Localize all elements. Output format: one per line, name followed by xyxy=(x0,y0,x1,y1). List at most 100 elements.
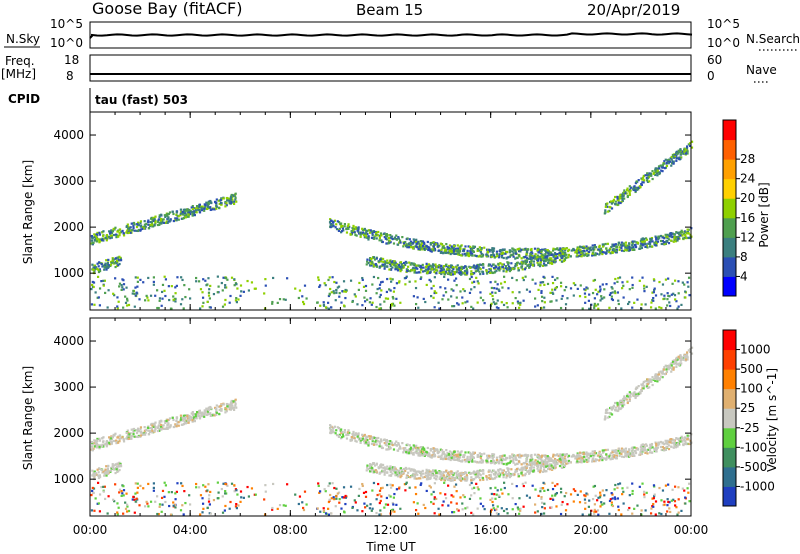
power-echo-cell-1630 xyxy=(521,268,524,271)
velocity-echo-cell-400 xyxy=(111,436,115,439)
power-echo-cell-1430 xyxy=(415,242,418,245)
velocity-echo-cell-1223 xyxy=(383,441,386,445)
power-echo-cell-2021 xyxy=(428,271,432,274)
power-echo-cell-2348 xyxy=(383,300,386,303)
velocity-echo-cell-1474 xyxy=(381,446,384,450)
power-echo-cell-2565 xyxy=(536,304,539,307)
velocity-echo-cell-1845 xyxy=(373,464,377,467)
power-echo-cell-1237 xyxy=(586,254,589,258)
power-echo-cell-1975 xyxy=(554,257,557,260)
power-echo-cell-1882 xyxy=(449,273,453,276)
power-echo-cell-2483 xyxy=(553,288,557,291)
power-echo-cell-1649 xyxy=(464,273,467,276)
power-echo-cell-2435 xyxy=(489,292,492,296)
velocity-echo-cell-349 xyxy=(126,435,129,438)
velocity-echo-cell-765 xyxy=(358,438,361,441)
power-echo-cell-1064 xyxy=(417,240,420,243)
noise-tick-bottom-left: 10^0 xyxy=(50,36,83,50)
power-echo-cell-404 xyxy=(95,237,99,240)
power-echo-cell-2081 xyxy=(610,202,614,205)
power-echo-cell-2359 xyxy=(237,298,240,301)
power-echo-cell-2630 xyxy=(133,292,136,295)
velocity-echo-cell-1372 xyxy=(642,449,645,452)
velocity-echo-cell-1346 xyxy=(582,452,585,456)
y-tick-label-2000: 2000 xyxy=(53,220,84,234)
power-echo-cell-54 xyxy=(220,203,223,206)
velocity-echo-cell-1122 xyxy=(433,448,436,451)
velocity-echo-cell-1065 xyxy=(578,457,581,460)
power-echo-cell-2884 xyxy=(687,276,691,279)
power-echo-cell-586 xyxy=(423,248,426,251)
power-echo-cell-1490 xyxy=(423,241,426,244)
power-echo-cell-1553 xyxy=(490,271,494,274)
power-echo-cell-2141 xyxy=(614,200,617,203)
velocity-echo-cell-1878 xyxy=(460,473,464,476)
power-echo-cell-2458 xyxy=(389,289,392,292)
velocity-echo-cell-1454 xyxy=(611,451,614,454)
power-echo-cell-2667 xyxy=(601,283,604,286)
power-echo-cell-2699 xyxy=(335,289,338,292)
power-echo-cell-1339 xyxy=(421,244,425,247)
power-echo-cell-2748 xyxy=(393,286,396,290)
power-echo-cell-1856 xyxy=(489,271,492,275)
power-echo-cell-1929 xyxy=(391,263,394,266)
power-echo-cell-2420 xyxy=(230,276,234,279)
power-echo-cell-1659 xyxy=(419,271,422,274)
power-echo-cell-229 xyxy=(143,220,146,223)
power-echo-cell-1829 xyxy=(366,260,369,263)
power-echo-cell-1426 xyxy=(372,237,376,240)
power-echo-cell-1086 xyxy=(641,242,644,245)
velocity-echo-cell-149 xyxy=(151,431,154,434)
power-echo-cell-2897 xyxy=(217,285,220,288)
power-echo-cell-1657 xyxy=(558,251,561,254)
velocity-echo-cell-818 xyxy=(687,434,690,437)
velocity-echo-cell-80 xyxy=(224,406,227,410)
velocity-echo-cell-1506 xyxy=(433,476,436,479)
velocity-echo-cell-772 xyxy=(676,437,679,441)
velocity-echo-cell-1297 xyxy=(389,446,392,450)
velocity-echo-cell-1827 xyxy=(554,459,558,462)
power-echo-cell-2568 xyxy=(92,285,95,289)
power-echo-cell-2375 xyxy=(498,289,501,292)
velocity-echo-cell-1115 xyxy=(611,449,614,452)
power-echo-cell-1377 xyxy=(450,245,453,248)
velocity-echo-cell-1705 xyxy=(479,478,482,482)
power-echo-cell-2343 xyxy=(686,281,689,284)
velocity-echo-cell-1924 xyxy=(518,468,521,471)
power-echo-cell-2713 xyxy=(179,303,183,306)
power-echo-cell-748 xyxy=(504,252,507,255)
colorbar-swatch-7 xyxy=(723,139,736,160)
power-echo-cell-206 xyxy=(115,235,118,238)
velocity-echo-cell-1568 xyxy=(482,478,485,481)
power-echo-cell-2588 xyxy=(142,281,145,284)
power-echo-cell-1568 xyxy=(482,272,485,275)
velocity-echo-cell-1422 xyxy=(517,460,521,463)
power-echo-cell-2611 xyxy=(483,302,486,305)
power-echo-cell-551 xyxy=(446,251,449,254)
power-echo-cell-2412 xyxy=(327,307,331,310)
velocity-echo-cell-912 xyxy=(580,452,583,455)
velocity-echo-cell-252 xyxy=(122,438,125,441)
power-echo-cell-1951 xyxy=(507,263,510,266)
velocity-echo-cell-1083 xyxy=(485,454,489,457)
velocity-echo-cell-942 xyxy=(598,455,601,458)
power-echo-cell-1093 xyxy=(673,235,676,238)
power-echo-cell-2796 xyxy=(235,301,238,304)
velocity-echo-cell-378 xyxy=(127,437,130,440)
velocity-echo-cell-944 xyxy=(393,442,397,445)
velocity-echo-cell-263 xyxy=(153,429,156,432)
power-echo-cell-2749 xyxy=(239,294,242,297)
velocity-echo-cell-1934 xyxy=(459,475,463,478)
velocity-echo-cell-358 xyxy=(105,445,108,448)
velocity-echo-cell-1169 xyxy=(545,456,548,459)
power-echo-cell-2515 xyxy=(444,291,448,294)
power-echo-cell-2069 xyxy=(682,150,685,154)
power-echo-cell-459 xyxy=(104,262,107,265)
power-echo-cell-354 xyxy=(171,210,174,213)
power-echo-cell-2112 xyxy=(676,157,679,160)
power-echo-cell-341 xyxy=(207,203,210,206)
velocity-echo-cell-1034 xyxy=(492,455,495,458)
velocity-echo-cell-1303 xyxy=(684,437,687,440)
power-echo-cell-1936 xyxy=(437,266,440,269)
velocity-echo-cell-143 xyxy=(191,410,194,414)
